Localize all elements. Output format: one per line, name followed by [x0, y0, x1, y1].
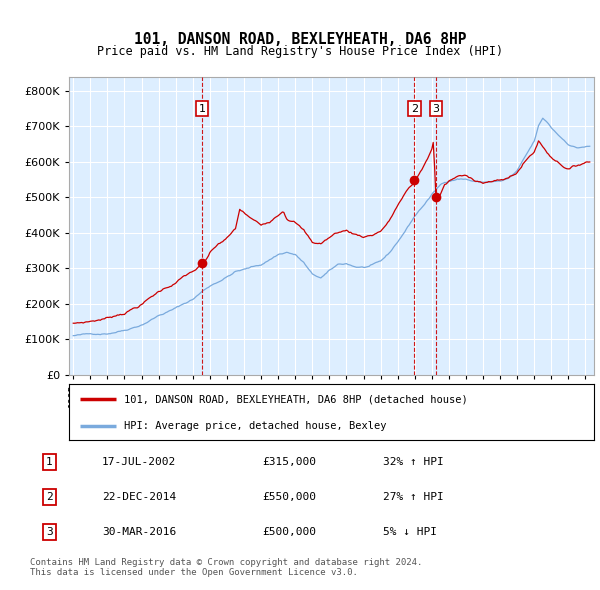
Text: 1: 1 [46, 457, 53, 467]
Text: 3: 3 [433, 104, 440, 114]
Text: 22-DEC-2014: 22-DEC-2014 [102, 492, 176, 502]
Text: Price paid vs. HM Land Registry's House Price Index (HPI): Price paid vs. HM Land Registry's House … [97, 45, 503, 58]
Text: 101, DANSON ROAD, BEXLEYHEATH, DA6 8HP (detached house): 101, DANSON ROAD, BEXLEYHEATH, DA6 8HP (… [124, 394, 468, 404]
Text: £500,000: £500,000 [262, 527, 316, 537]
Text: HPI: Average price, detached house, Bexley: HPI: Average price, detached house, Bexl… [124, 421, 386, 431]
Text: £550,000: £550,000 [262, 492, 316, 502]
Text: 30-MAR-2016: 30-MAR-2016 [102, 527, 176, 537]
Text: 3: 3 [46, 527, 53, 537]
Text: 32% ↑ HPI: 32% ↑ HPI [383, 457, 444, 467]
Text: £315,000: £315,000 [262, 457, 316, 467]
Text: 5% ↓ HPI: 5% ↓ HPI [383, 527, 437, 537]
Text: 1: 1 [199, 104, 205, 114]
Text: 101, DANSON ROAD, BEXLEYHEATH, DA6 8HP: 101, DANSON ROAD, BEXLEYHEATH, DA6 8HP [134, 32, 466, 47]
Text: 17-JUL-2002: 17-JUL-2002 [102, 457, 176, 467]
Text: Contains HM Land Registry data © Crown copyright and database right 2024.
This d: Contains HM Land Registry data © Crown c… [30, 558, 422, 577]
Text: 27% ↑ HPI: 27% ↑ HPI [383, 492, 444, 502]
Text: 2: 2 [410, 104, 418, 114]
Text: 2: 2 [46, 492, 53, 502]
